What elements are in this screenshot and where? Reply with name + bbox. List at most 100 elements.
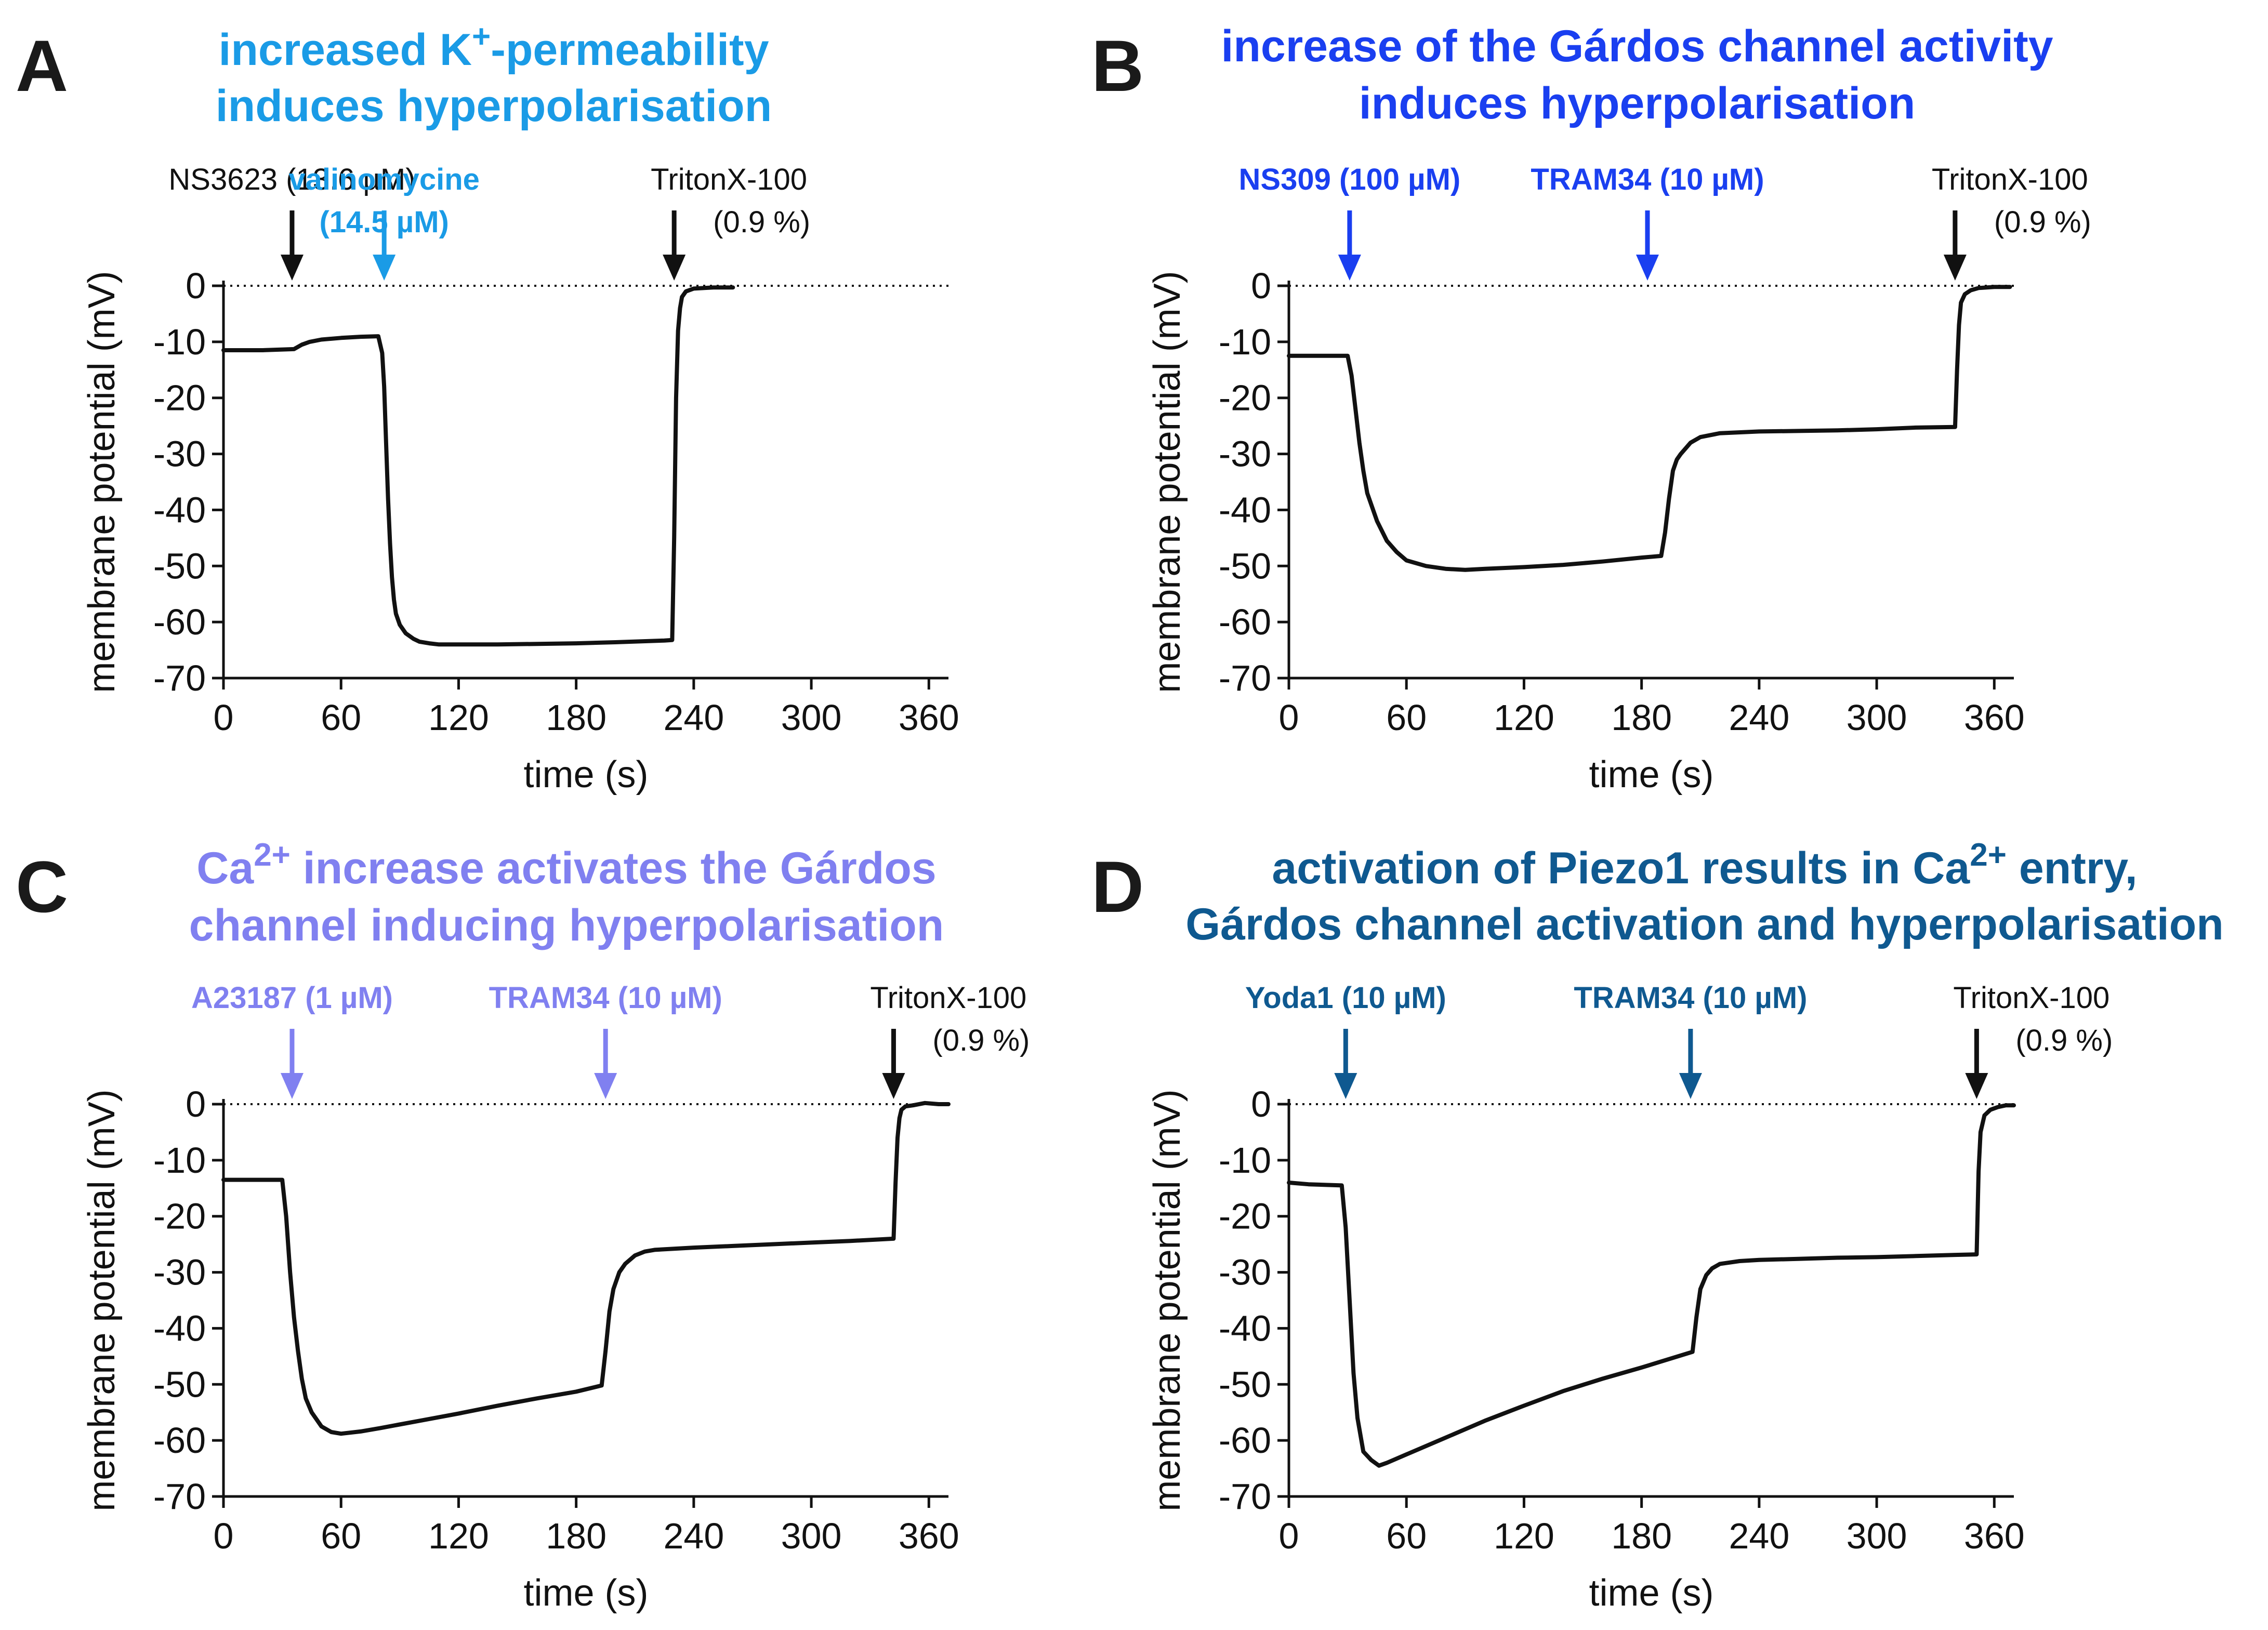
x-tick-label: 180 — [546, 697, 606, 738]
y-tick-label: 0 — [1251, 1084, 1271, 1124]
y-tick-label: -60 — [153, 1420, 206, 1461]
annotation-label: (0.9 %) — [932, 1024, 1030, 1057]
x-tick-label: 360 — [1964, 697, 2025, 738]
panel-letter: D — [1091, 846, 1144, 927]
annotation-label: TRAM34 (10 µM) — [1531, 163, 1764, 196]
x-tick-label: 240 — [1729, 697, 1789, 738]
y-tick-label: -70 — [153, 1476, 206, 1517]
annotation-label: TritonX-100 — [651, 163, 807, 196]
panel-letter: A — [16, 25, 68, 107]
treatment-annotation: TritonX-100 (0.9 %) — [870, 981, 1030, 1099]
y-tick-label: -30 — [1219, 434, 1271, 474]
treatment-annotation: Yoda1 (10 µM) — [1245, 981, 1446, 1099]
x-tick-label: 180 — [1611, 1516, 1672, 1556]
annotation-arrow-head — [882, 1073, 905, 1099]
y-tick-label: -10 — [1219, 322, 1271, 362]
y-tick-label: -10 — [153, 322, 206, 362]
annotation-arrow-head — [594, 1073, 617, 1099]
x-tick-label: 0 — [1279, 697, 1299, 738]
y-tick-label: -70 — [1219, 658, 1271, 698]
chart-title-line: increased K+-permeability — [218, 19, 769, 75]
treatment-annotation: A23187 (1 µM) — [191, 981, 393, 1099]
chart-title-line: activation of Piezo1 results in Ca2+ ent… — [1272, 837, 2137, 894]
x-tick-label: 60 — [1386, 1516, 1427, 1556]
x-tick-label: 300 — [781, 1516, 842, 1556]
x-tick-label: 300 — [781, 697, 842, 738]
x-tick-label: 0 — [214, 1516, 234, 1556]
annotation-label: NS3623 (13.6 µM) — [168, 163, 415, 196]
y-tick-label: -40 — [153, 1308, 206, 1348]
treatment-annotation: NS309 (100 µM) — [1239, 163, 1461, 281]
y-tick-label: -50 — [1219, 1364, 1271, 1404]
x-axis-label: time (s) — [524, 754, 649, 796]
x-axis-label: time (s) — [524, 1572, 649, 1614]
annotation-arrow-head — [1334, 1073, 1357, 1099]
x-tick-label: 180 — [546, 1516, 606, 1556]
y-tick-label: -10 — [153, 1140, 206, 1181]
panel-letter: C — [16, 846, 68, 927]
x-tick-label: 60 — [321, 697, 361, 738]
treatment-annotation: TRAM34 (10 µM) — [1574, 981, 1807, 1099]
panel-c: C Ca2+ increase activates the Gárdos chann… — [16, 837, 1030, 1614]
y-tick-label: -20 — [153, 1196, 206, 1237]
x-tick-label: 0 — [1279, 1516, 1299, 1556]
membrane-potential-trace — [1287, 285, 2012, 572]
y-tick-label: -20 — [1219, 378, 1271, 418]
chart-title-line: induces hyperpolarisation — [1359, 78, 1915, 128]
annotation-arrow-head — [1679, 1073, 1702, 1099]
treatment-annotation: TritonX-100 (0.9 %) — [1932, 163, 2091, 281]
y-tick-label: -60 — [1219, 602, 1271, 642]
x-tick-label: 120 — [1494, 697, 1554, 738]
annotation-label: A23187 (1 µM) — [191, 981, 393, 1015]
y-tick-label: -60 — [153, 602, 206, 642]
membrane-potential-trace — [1287, 1103, 2016, 1468]
annotation-label: TritonX-100 — [1932, 163, 2088, 196]
y-axis-label: membrane potential (mV) — [81, 1089, 123, 1511]
treatment-annotation: TRAM34 (10 µM) — [489, 981, 722, 1099]
annotation-arrow-head — [1965, 1073, 1988, 1099]
chart-title-line: increase of the Gárdos channel activity — [1221, 21, 2053, 71]
annotation-label: Yoda1 (10 µM) — [1245, 981, 1446, 1015]
chart-title-line: Ca2+ increase activates the Gárdos — [196, 837, 936, 894]
membrane-potential-trace — [221, 1101, 951, 1436]
y-tick-label: 0 — [186, 1084, 206, 1124]
chart-title-line: channel inducing hyperpolarisation — [189, 900, 944, 950]
membrane-potential-trace — [221, 285, 735, 647]
y-tick-label: -60 — [1219, 1420, 1271, 1461]
annotation-arrow-head — [280, 255, 304, 281]
y-tick-label: -50 — [153, 1364, 206, 1404]
y-tick-label: -30 — [153, 1252, 206, 1293]
x-tick-label: 0 — [214, 697, 234, 738]
y-tick-label: -30 — [1219, 1252, 1271, 1293]
chart-title-line: induces hyperpolarisation — [216, 81, 772, 131]
y-tick-label: -20 — [153, 378, 206, 418]
y-tick-label: -50 — [153, 546, 206, 586]
x-axis-label: time (s) — [1589, 754, 1714, 796]
y-axis-label: membrane potential (mV) — [81, 271, 123, 693]
x-tick-label: 60 — [321, 1516, 361, 1556]
annotation-label: (0.9 %) — [1994, 205, 2091, 239]
annotation-label: (0.9 %) — [2015, 1024, 2113, 1057]
y-tick-label: -20 — [1219, 1196, 1271, 1237]
y-tick-label: -40 — [1219, 1308, 1271, 1348]
y-axis-label: membrane potential (mV) — [1146, 1089, 1188, 1511]
annotation-label: NS309 (100 µM) — [1239, 163, 1461, 196]
annotation-arrow-head — [663, 255, 686, 281]
y-axis-label: membrane potential (mV) — [1146, 271, 1188, 693]
treatment-annotation: TritonX-100 (0.9 %) — [1953, 981, 2113, 1099]
treatment-annotation: TRAM34 (10 µM) — [1531, 163, 1764, 281]
y-tick-label: 0 — [1251, 266, 1271, 306]
treatment-annotation: valinomycine(14.5 µM) — [288, 163, 480, 281]
annotation-label: TritonX-100 — [1953, 981, 2109, 1015]
y-tick-label: -10 — [1219, 1140, 1271, 1181]
x-tick-label: 300 — [1847, 697, 1907, 738]
annotation-label: TritonX-100 — [870, 981, 1026, 1015]
x-tick-label: 60 — [1386, 697, 1427, 738]
x-tick-label: 180 — [1611, 697, 1672, 738]
x-tick-label: 240 — [1729, 1516, 1789, 1556]
annotation-arrow-head — [1636, 255, 1659, 281]
treatment-annotation: TritonX-100 (0.9 %) — [651, 163, 810, 281]
annotation-arrow-head — [280, 1073, 304, 1099]
